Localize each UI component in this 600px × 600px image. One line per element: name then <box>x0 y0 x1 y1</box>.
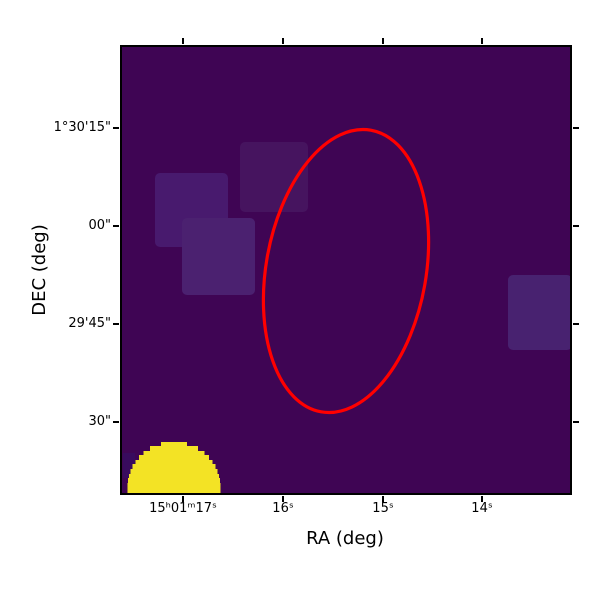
y-tick-label-2: 00" <box>88 218 111 233</box>
y-tick-left-3 <box>113 323 119 325</box>
sky-image <box>120 45 572 495</box>
x-tick-top-1 <box>182 38 184 44</box>
source-region-ellipse <box>261 127 431 415</box>
x-tick-bottom-2 <box>282 496 284 502</box>
x-axis-label: RA (deg) <box>306 528 384 549</box>
x-tick-top-4 <box>481 38 483 44</box>
x-tick-top-3 <box>382 38 384 44</box>
x-tick-label-3: 15ˢ <box>372 501 394 516</box>
bright-patch-right <box>508 275 572 350</box>
x-tick-top-2 <box>282 38 284 44</box>
x-tick-label-2: 16ˢ <box>272 501 294 516</box>
y-tick-left-4 <box>113 421 119 423</box>
y-axis-label: DEC (deg) <box>29 224 50 316</box>
y-tick-left-2 <box>113 225 119 227</box>
plot-area <box>120 45 572 495</box>
y-tick-label-1: 1°30'15" <box>53 120 111 135</box>
y-tick-label-3: 29'45" <box>68 316 111 331</box>
x-tick-label-4: 14ˢ <box>471 501 493 516</box>
x-tick-bottom-1 <box>182 496 184 502</box>
x-tick-bottom-3 <box>382 496 384 502</box>
x-tick-bottom-4 <box>481 496 483 502</box>
x-tick-label-1: 15ʰ01ᵐ17ˢ <box>149 501 217 516</box>
bright-source-circle <box>127 442 221 495</box>
faint-patch-upper <box>240 142 308 212</box>
y-tick-right-1 <box>573 127 579 129</box>
y-tick-left-1 <box>113 127 119 129</box>
y-tick-right-4 <box>573 421 579 423</box>
y-tick-right-2 <box>573 225 579 227</box>
y-tick-right-3 <box>573 323 579 325</box>
y-tick-label-4: 30" <box>88 414 111 429</box>
bright-patch-center <box>182 218 255 295</box>
axes-frame <box>120 45 572 495</box>
